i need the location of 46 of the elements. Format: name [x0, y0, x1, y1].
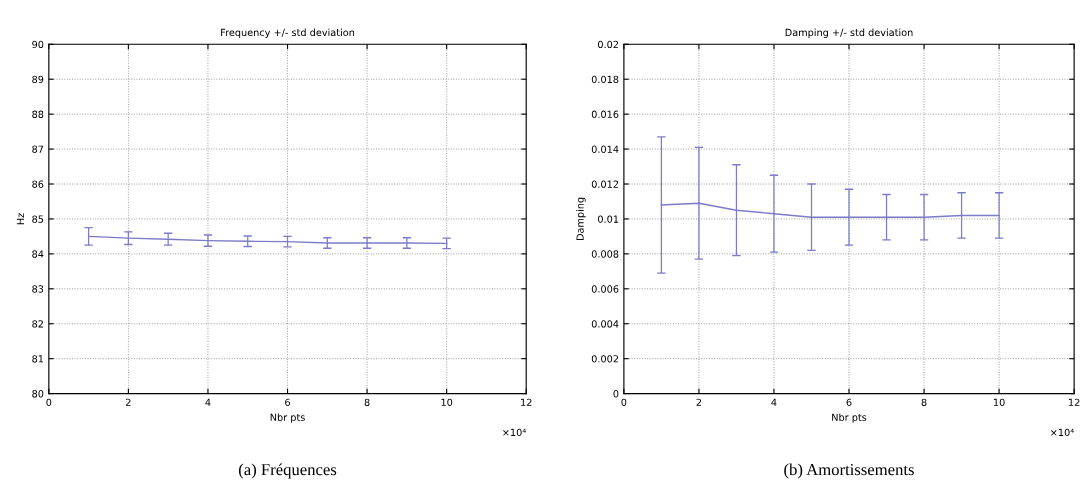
y-tick-label: 0.012 — [591, 180, 619, 188]
y-axis-title: Hz — [16, 213, 25, 225]
x-tick-label: 2 — [126, 398, 131, 406]
text: ×10⁴ — [1051, 428, 1074, 437]
x-tick-label: 6 — [846, 398, 852, 406]
y-tick-label: 0.006 — [591, 285, 619, 293]
y-tick-label: 80 — [32, 390, 44, 398]
y-tick-label: 0.01 — [598, 215, 619, 223]
y-tick-label: 0.004 — [591, 320, 619, 328]
x-tick-label: 8 — [921, 398, 927, 406]
y-tick-label: 84 — [32, 250, 44, 258]
x-tick-label: 0 — [46, 398, 52, 406]
y-tick-label: 0.008 — [591, 250, 619, 258]
y-tick-label: 88 — [32, 110, 44, 118]
y-tick-label: 0.016 — [591, 110, 619, 118]
x-tick-label: 4 — [205, 398, 211, 406]
y-tick-label: 0.014 — [591, 145, 619, 153]
y-tick-label: 85 — [32, 215, 44, 223]
y-tick-label: 0.02 — [598, 40, 619, 49]
chart-title: Damping +/- std deviation — [785, 28, 913, 38]
y-tick-label: 0 — [613, 390, 619, 398]
y-tick-label: 81 — [32, 355, 44, 363]
y-tick-label: 0.002 — [591, 355, 619, 363]
y-tick-label: 89 — [32, 75, 44, 84]
y-tick-label: 87 — [32, 145, 44, 153]
x-axis-title: Nbr pts — [270, 413, 305, 423]
text: ×10⁴ — [503, 428, 526, 437]
x-tick-label: 10 — [993, 398, 1005, 406]
text: (b) Amortissements — [784, 463, 914, 479]
x-tick-label: 12 — [1069, 398, 1080, 406]
x-axis-title: Nbr pts — [832, 413, 867, 423]
y-tick-label: 0.018 — [591, 75, 619, 84]
x-tick-label: 2 — [696, 398, 702, 406]
x-tick-label: 12 — [521, 398, 532, 406]
y-axis-title: Damping — [576, 197, 586, 241]
y-tick-label: 86 — [32, 180, 44, 188]
y-tick-label: 82 — [32, 320, 43, 328]
x-tick-label: 10 — [441, 398, 453, 406]
x-tick-label: 8 — [364, 398, 370, 406]
chart-title: Frequency +/- std deviation — [221, 28, 355, 38]
text: (a) Fréquences — [238, 463, 337, 479]
x-tick-label: 6 — [285, 398, 291, 406]
y-tick-label: 90 — [32, 40, 44, 49]
y-tick-label: 83 — [32, 285, 44, 293]
x-tick-label: 0 — [621, 398, 627, 406]
x-tick-label: 4 — [771, 398, 777, 406]
